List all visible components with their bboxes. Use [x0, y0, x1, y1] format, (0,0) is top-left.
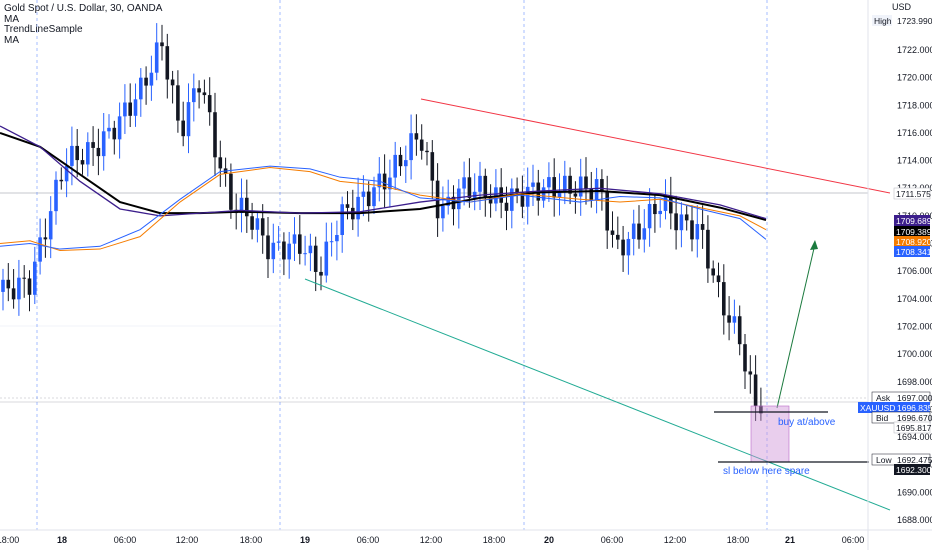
svg-text:XAUUSD: XAUUSD — [860, 403, 895, 413]
ma-tag-2 — [894, 226, 930, 237]
svg-text:1692.300: 1692.300 — [896, 465, 932, 475]
crosshair-tag — [893, 187, 931, 200]
time-tick-label: 06:00 — [357, 535, 380, 545]
symbol-price-tag — [858, 402, 930, 413]
time-tick-label: 06:00 — [601, 535, 624, 545]
ma-tag-1 — [894, 215, 930, 226]
svg-text:1711.575: 1711.575 — [896, 189, 931, 199]
support-trendline[interactable] — [304, 278, 891, 511]
price-tick-label: 1714.000 — [897, 156, 932, 166]
time-tick-label: 06:00 — [842, 535, 865, 545]
time-tick-label: 18 — [57, 535, 67, 545]
svg-text:Bid: Bid — [876, 413, 889, 423]
extra-tag — [893, 421, 931, 434]
target-arrowhead — [810, 240, 818, 250]
svg-text:1696.835: 1696.835 — [897, 403, 932, 413]
svg-text:Low: Low — [876, 455, 892, 465]
session-separators — [36, 0, 768, 530]
indicator-trendlinesample[interactable]: TrendLineSample — [4, 24, 83, 35]
time-tick-label: 18:00 — [0, 535, 19, 545]
ma-tag-4 — [894, 246, 930, 257]
time-tick-label: 06:00 — [114, 535, 137, 545]
price-tick-label: 1694.000 — [897, 432, 932, 442]
price-tick-label: 1702.000 — [897, 321, 932, 331]
currency-label: USD — [892, 2, 912, 12]
high-tag — [872, 15, 892, 26]
time-tick-label: 12:00 — [420, 535, 443, 545]
time-axis[interactable]: 18:00 18 06:00 12:00 18:00 19 06:00 12:00 18:00 2… — [0, 529, 932, 545]
price-tick-label: 1688.000 — [897, 515, 932, 525]
chart-legend: Gold Spot / U.S. Dollar, 30, OANDA MA Tr… — [4, 3, 163, 46]
ma-tag-3 — [894, 236, 930, 247]
svg-text:1697.000: 1697.000 — [897, 393, 932, 403]
time-tick-label: 18:00 — [727, 535, 750, 545]
candlesticks — [1, 23, 763, 422]
svg-text:1695.817: 1695.817 — [896, 423, 932, 433]
price-tick-label: 1706.000 — [897, 266, 932, 276]
price-tick-label: 1700.000 — [897, 349, 932, 359]
price-tick-label: 1718.000 — [897, 100, 932, 110]
low-tag-2 — [894, 464, 930, 475]
high-value: 1723.990 — [897, 16, 932, 26]
price-tick-label: 1720.000 — [897, 73, 932, 83]
moving-averages — [0, 125, 767, 251]
time-tick-label: 12:00 — [664, 535, 687, 545]
entry-zone-box[interactable] — [750, 405, 790, 463]
price-tick-label: 1704.000 — [897, 294, 932, 304]
buy-annotation: buy at/above — [778, 417, 836, 428]
price-tick-label: 1716.000 — [897, 128, 932, 138]
price-tick-label: 1722.000 — [897, 45, 932, 55]
time-tick-label: 20 — [544, 535, 554, 545]
indicator-ma-2[interactable]: MA — [4, 34, 19, 46]
target-arrow-line[interactable] — [776, 243, 816, 409]
indicator-ma-1[interactable]: MA — [4, 13, 19, 25]
price-axis[interactable]: USD 1722.000 1720.000 1718.000 1716.000 1714… — [858, 0, 932, 550]
chart-grid — [0, 192, 868, 403]
svg-text:1708.920: 1708.920 — [896, 237, 932, 247]
svg-text:1709.389: 1709.389 — [896, 227, 932, 237]
svg-text:1692.475: 1692.475 — [897, 455, 932, 465]
svg-text:High: High — [874, 16, 892, 26]
time-tick-label: 18:00 — [240, 535, 263, 545]
svg-text:1709.689: 1709.689 — [896, 216, 932, 226]
price-tick-label: 1698.000 — [897, 377, 932, 387]
symbol-title: Gold Spot / U.S. Dollar, 30, OANDA — [4, 3, 163, 14]
time-tick-label: 12:00 — [176, 535, 199, 545]
svg-text:1708.341: 1708.341 — [896, 247, 932, 257]
drawings[interactable]: buy at/above sl below here spare — [304, 98, 891, 511]
price-tick-label: 1690.000 — [897, 487, 932, 497]
time-tick-label: 21 — [785, 535, 795, 545]
time-tick-label: 18:00 — [483, 535, 506, 545]
svg-text:1696.670: 1696.670 — [897, 413, 932, 423]
svg-text:Ask: Ask — [876, 393, 891, 403]
sl-annotation: sl below here spare — [723, 466, 810, 477]
resistance-trendline[interactable] — [420, 98, 891, 194]
time-tick-label: 19 — [300, 535, 310, 545]
